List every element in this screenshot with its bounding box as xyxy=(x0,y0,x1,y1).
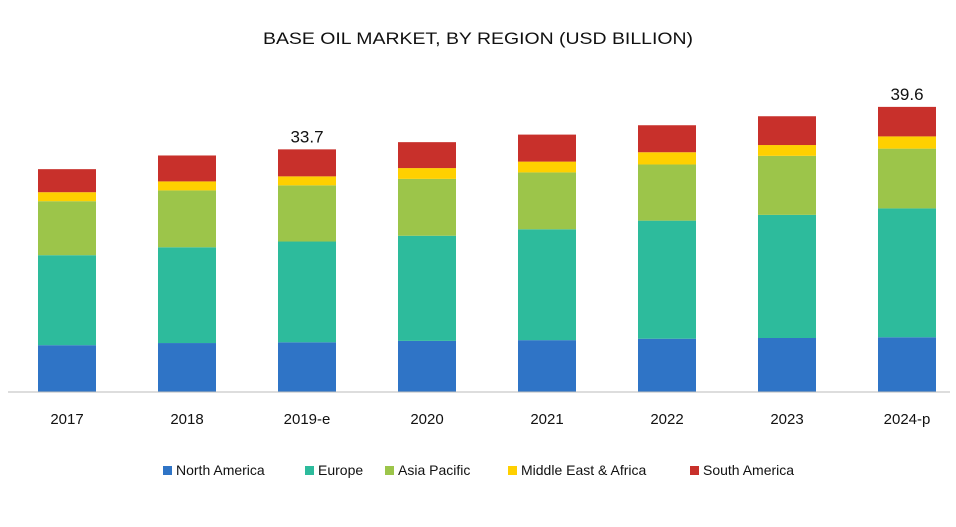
bar-segment-middle-east-africa-2020 xyxy=(398,168,456,179)
bar-segment-north-america-2019-e xyxy=(278,342,336,392)
bar-segment-south-america-2019-e xyxy=(278,149,336,177)
data-label: 33.7 xyxy=(290,127,323,146)
bar-segment-middle-east-africa-2021 xyxy=(518,161,576,173)
bar-segment-europe-2023 xyxy=(758,214,816,338)
bar-segment-asia-pacific-2019-e xyxy=(278,185,336,242)
bar-segment-europe-2022 xyxy=(638,220,696,339)
bar-segment-europe-2020 xyxy=(398,235,456,341)
x-tick-label: 2020 xyxy=(410,411,443,428)
bar-segment-north-america-2024-p xyxy=(878,337,936,392)
legend-label: Asia Pacific xyxy=(398,462,470,478)
x-tick-label: 2024-p xyxy=(884,411,931,428)
bar-segment-asia-pacific-2022 xyxy=(638,164,696,221)
legend-label: North America xyxy=(176,462,265,478)
bar-segment-south-america-2018 xyxy=(158,155,216,182)
bar-segment-south-america-2023 xyxy=(758,116,816,146)
x-tick-label: 2019-e xyxy=(284,411,331,428)
bar-segment-middle-east-africa-2018 xyxy=(158,181,216,191)
annotations: 33.7 39.6 xyxy=(290,85,923,146)
bar-segment-middle-east-africa-2023 xyxy=(758,145,816,156)
bar-segment-south-america-2020 xyxy=(398,142,456,169)
bar-segment-north-america-2017 xyxy=(38,345,96,392)
bar-segment-asia-pacific-2024-p xyxy=(878,148,936,209)
bar-segment-south-america-2017 xyxy=(38,169,96,193)
bar-segment-asia-pacific-2018 xyxy=(158,190,216,248)
bar-segment-europe-2021 xyxy=(518,229,576,341)
legend-label: Europe xyxy=(318,462,363,478)
legend: North America Europe Asia Pacific Middle Ea… xyxy=(163,462,794,478)
x-tick-label: 2022 xyxy=(650,411,683,428)
bar-segment-europe-2024-p xyxy=(878,208,936,338)
bar-segment-north-america-2018 xyxy=(158,343,216,392)
bar-segment-asia-pacific-2020 xyxy=(398,178,456,236)
bar-segment-north-america-2020 xyxy=(398,340,456,392)
legend-swatch xyxy=(385,466,394,475)
bar-segment-middle-east-africa-2017 xyxy=(38,192,96,202)
bar-segment-europe-2019-e xyxy=(278,241,336,343)
bar-segment-north-america-2021 xyxy=(518,340,576,392)
legend-label: South America xyxy=(703,462,794,478)
bar-segment-europe-2017 xyxy=(38,255,96,346)
bar-segment-europe-2018 xyxy=(158,247,216,344)
bar-segment-north-america-2022 xyxy=(638,338,696,392)
x-tick-labels: 2017 2018 2019-e 2020 2021 2022 2023 2024-p xyxy=(50,411,930,428)
legend-swatch xyxy=(508,466,517,475)
x-tick-label: 2017 xyxy=(50,411,83,428)
legend-swatch xyxy=(690,466,699,475)
chart-title: BASE OIL MARKET, BY REGION (USD BILLION) xyxy=(263,29,693,48)
bar-segment-north-america-2023 xyxy=(758,338,816,392)
x-tick-label: 2023 xyxy=(770,411,803,428)
bar-segment-asia-pacific-2023 xyxy=(758,155,816,215)
x-tick-label: 2021 xyxy=(530,411,563,428)
legend-label: Middle East & Africa xyxy=(521,462,646,478)
x-tick-label: 2018 xyxy=(170,411,203,428)
bar-segment-asia-pacific-2021 xyxy=(518,172,576,230)
bar-segment-middle-east-africa-2024-p xyxy=(878,136,936,149)
bar-segment-middle-east-africa-2022 xyxy=(638,152,696,165)
bars-group xyxy=(38,106,936,392)
bar-segment-south-america-2022 xyxy=(638,125,696,153)
bar-segment-middle-east-africa-2019-e xyxy=(278,176,336,186)
bar-segment-south-america-2024-p xyxy=(878,106,936,137)
bar-segment-south-america-2021 xyxy=(518,134,576,162)
legend-swatch xyxy=(163,466,172,475)
data-label: 39.6 xyxy=(890,85,923,104)
bar-segment-asia-pacific-2017 xyxy=(38,201,96,256)
legend-swatch xyxy=(305,466,314,475)
